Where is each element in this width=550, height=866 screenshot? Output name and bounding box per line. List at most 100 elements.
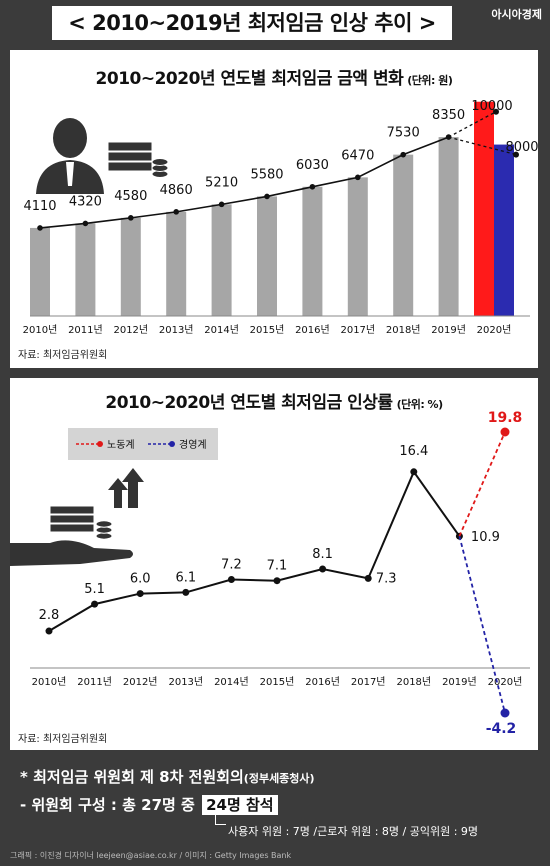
rate-point-2018년: [410, 468, 418, 476]
rate-line-chart: 노동계 경영계 2010년 2011년 2012년 2013년 2014년 2015년 2016…: [10, 410, 530, 737]
arrow-up-large: [122, 468, 144, 508]
note-bracket: [215, 812, 226, 825]
x-tick-2020년: 2020년: [477, 324, 512, 336]
chart-panel-rate: 2010~2020년 연도별 최저임금 인상률 (단위: %) 노동계 경영계 201…: [10, 378, 538, 750]
rate-point-2012년: [136, 590, 144, 598]
chart-source-rate: 자료: 최저임금위원회: [18, 734, 108, 745]
wage-label-2012년: 4580: [114, 189, 147, 204]
x-tick-2011년: 2011년: [68, 324, 103, 336]
wage-point-2018년: [400, 151, 407, 158]
x-tick-2013년: 2013년: [168, 676, 203, 688]
money-bill: [107, 151, 153, 162]
x-tick-2010년: 2010년: [32, 676, 67, 688]
x-tick-2017년: 2017년: [340, 324, 375, 336]
chart-source-wage: 자료: 최저임금위원회: [18, 350, 108, 361]
note-members: 사용자 위원 : 7명 /근로자 위원 : 8명 / 공익위원 : 9명: [228, 825, 479, 838]
money-bill: [49, 514, 95, 524]
proposal-line-노동계: [448, 111, 497, 138]
wage-label-2014년: 5210: [205, 175, 238, 190]
note-meeting: * 최저임금 위원회 제 8차 전원회의(정부세종청사): [20, 766, 315, 787]
money-bill: [107, 161, 153, 172]
proposal-label-노동계: 10000: [471, 99, 512, 114]
note-committee: - 위원회 구성 : 총 27명 중 24명 참석: [20, 794, 278, 815]
chart-unit-wage: (단위: 원): [407, 74, 453, 87]
chart-unit-rate: (단위: %): [396, 398, 444, 411]
bar-2015년: [257, 196, 277, 316]
person-head: [53, 118, 87, 158]
x-tick-2011년: 2011년: [77, 676, 112, 688]
coin: [151, 158, 169, 166]
rate-label-2018년: 16.4: [399, 444, 428, 459]
rate-point-2013년: [182, 588, 190, 596]
proposal-label-노동계: 19.8: [488, 410, 523, 426]
legend: 노동계 경영계: [68, 428, 218, 460]
x-tick-2016년: 2016년: [295, 324, 330, 336]
bar-2016년: [302, 186, 323, 316]
rate-label-2015년: 7.1: [267, 559, 288, 574]
rate-point-2014년: [227, 576, 235, 584]
x-tick-2016년: 2016년: [305, 676, 340, 688]
brand-logo: 아시아경제: [491, 8, 542, 21]
rate-label-2017년: 7.3: [376, 571, 397, 586]
bar-2014년: [211, 204, 232, 316]
wage-label-2016년: 6030: [296, 158, 329, 173]
wage-point-2014년: [218, 201, 225, 208]
wage-label-2015년: 5580: [250, 167, 283, 182]
wage-label-2013년: 4860: [160, 183, 193, 198]
x-tick-2010년: 2010년: [23, 324, 58, 336]
wage-bar-chart: 4110 4320 4580 4860 5210 5580 6030 6470 7530 8350…: [23, 99, 538, 336]
proposal-label-경영계: -4.2: [486, 721, 517, 737]
bar-2010년: [30, 227, 50, 316]
chart-title-wage-text: 2010~2020년 연도별 최저임금 금액 변화: [95, 69, 404, 89]
x-tick-2015년: 2015년: [260, 676, 295, 688]
proposal-label-경영계: 8000: [505, 140, 538, 155]
proposal-point-노동계: [493, 108, 499, 115]
rate-point-2015년: [273, 577, 281, 585]
wage-label-2010년: 4110: [23, 199, 56, 214]
bar-2011년: [75, 223, 96, 316]
wage-point-2011년: [82, 220, 89, 227]
legend-dot-경영계: [169, 441, 175, 447]
bar-2020-노동계: [474, 101, 494, 316]
rate-label-2012년: 6.0: [130, 572, 151, 587]
rate-line: [48, 469, 461, 632]
wage-point-2017년: [355, 174, 361, 181]
rate-label-2019년: 10.9: [471, 530, 500, 545]
person-icon: [36, 118, 104, 194]
wage-label-2018년: 7530: [387, 126, 420, 141]
wage-point-2010년: [37, 225, 43, 231]
rate-label-2016년: 8.1: [312, 547, 333, 562]
note-meeting-place: (정부세종청사): [243, 772, 315, 785]
note-committee-text: - 위원회 구성 : 총 27명 중: [20, 796, 195, 814]
coin: [95, 526, 113, 534]
proposal-line-노동계: [458, 431, 506, 537]
rate-label-2010년: 2.8: [39, 608, 60, 623]
rate-label-2014년: 7.2: [221, 558, 242, 573]
chart-title-rate: 2010~2020년 연도별 최저임금 인상률 (단위: %): [10, 388, 538, 413]
x-tick-2012년: 2012년: [123, 676, 158, 688]
x-tick-2018년: 2018년: [396, 676, 431, 688]
coin: [95, 532, 113, 540]
bar-2017년: [347, 177, 368, 316]
chart-title-rate-text: 2010~2020년 연도별 최저임금 인상률: [105, 393, 393, 413]
x-tick-2019년: 2019년: [431, 324, 466, 336]
wage-label-2011년: 4320: [69, 194, 102, 209]
money-bill: [107, 141, 153, 152]
note-meeting-text: * 최저임금 위원회 제 8차 전원회의: [20, 768, 244, 786]
x-tick-2013년: 2013년: [159, 324, 194, 336]
legend-label-노동계: 노동계: [107, 439, 135, 451]
wage-label-2019년: 8350: [432, 108, 465, 123]
hand-shape: [10, 540, 133, 566]
proposal-point-노동계: [500, 427, 510, 437]
wage-point-2012년: [128, 215, 134, 221]
arrow-up-small: [108, 478, 128, 508]
x-tick-2014년: 2014년: [214, 676, 249, 688]
bar-2012년: [120, 217, 141, 316]
person-tie: [66, 162, 74, 186]
x-tick-2018년: 2018년: [386, 324, 421, 336]
x-tick-2014년: 2014년: [204, 324, 239, 336]
note-attendance-highlight: 24명 참석: [202, 795, 278, 815]
bar-2020-경영계: [494, 144, 514, 316]
rate-point-2016년: [319, 565, 327, 573]
rate-point-2010년: [45, 627, 53, 635]
